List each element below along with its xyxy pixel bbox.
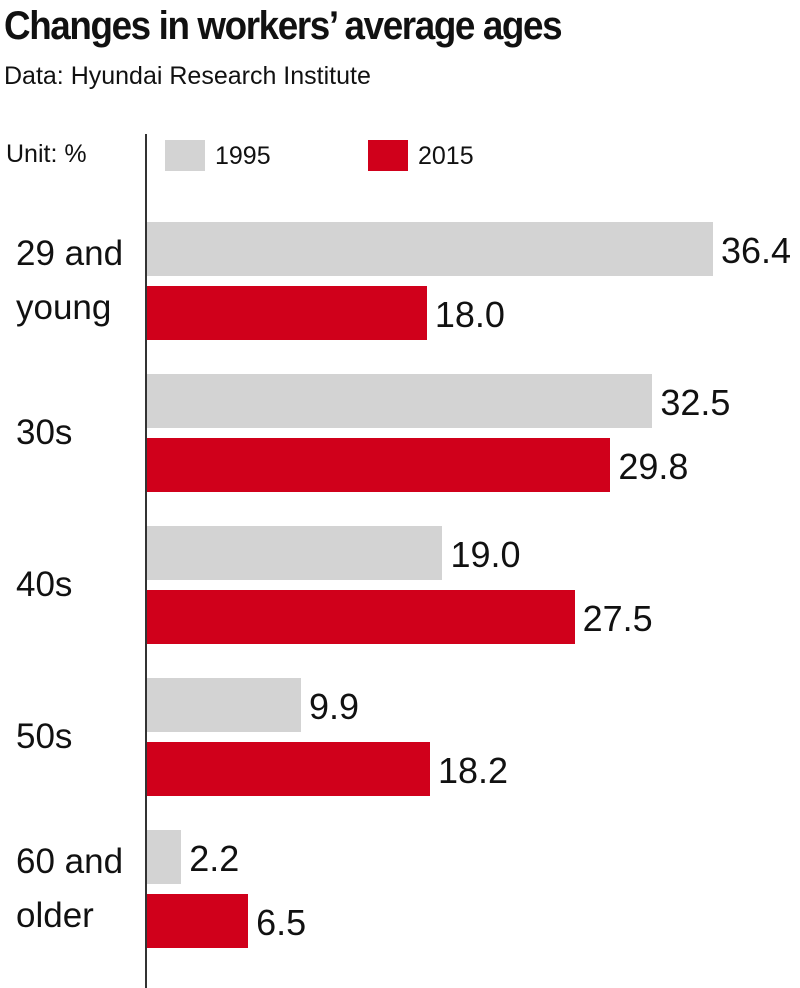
chart-title: Changes in workers’ average ages (4, 4, 563, 48)
category-label: 60 and older (16, 842, 124, 935)
category-label: 29 and young (16, 234, 124, 327)
bar (147, 286, 427, 340)
value-label: 29.8 (618, 446, 689, 487)
legend-swatch (368, 140, 408, 171)
bar (147, 526, 443, 580)
category-label: 40s (16, 565, 73, 604)
bar (147, 742, 430, 796)
chart-subtitle: Data: Hyundai Research Institute (4, 62, 371, 90)
bar (147, 222, 713, 276)
value-label: 19.0 (450, 534, 521, 575)
bar (147, 830, 182, 884)
value-label: 2.2 (189, 838, 240, 879)
bar (147, 438, 611, 492)
category-label: 50s (16, 717, 73, 756)
value-label: 18.2 (438, 750, 509, 791)
bar (147, 894, 249, 948)
value-label: 32.5 (660, 382, 731, 423)
value-label: 27.5 (582, 598, 653, 639)
bar (147, 590, 575, 644)
value-label: 18.0 (434, 294, 505, 335)
bar (147, 374, 653, 428)
axis-line (145, 134, 147, 988)
unit-label: Unit: % (6, 140, 87, 168)
legend-swatch (165, 140, 205, 171)
value-label: 9.9 (308, 686, 359, 727)
legend-label: 1995 (215, 142, 271, 170)
legend-label: 2015 (418, 142, 474, 170)
value-label: 6.5 (256, 902, 307, 943)
category-label: 30s (16, 413, 73, 452)
value-label: 36.4 (721, 230, 792, 271)
bar (147, 678, 301, 732)
